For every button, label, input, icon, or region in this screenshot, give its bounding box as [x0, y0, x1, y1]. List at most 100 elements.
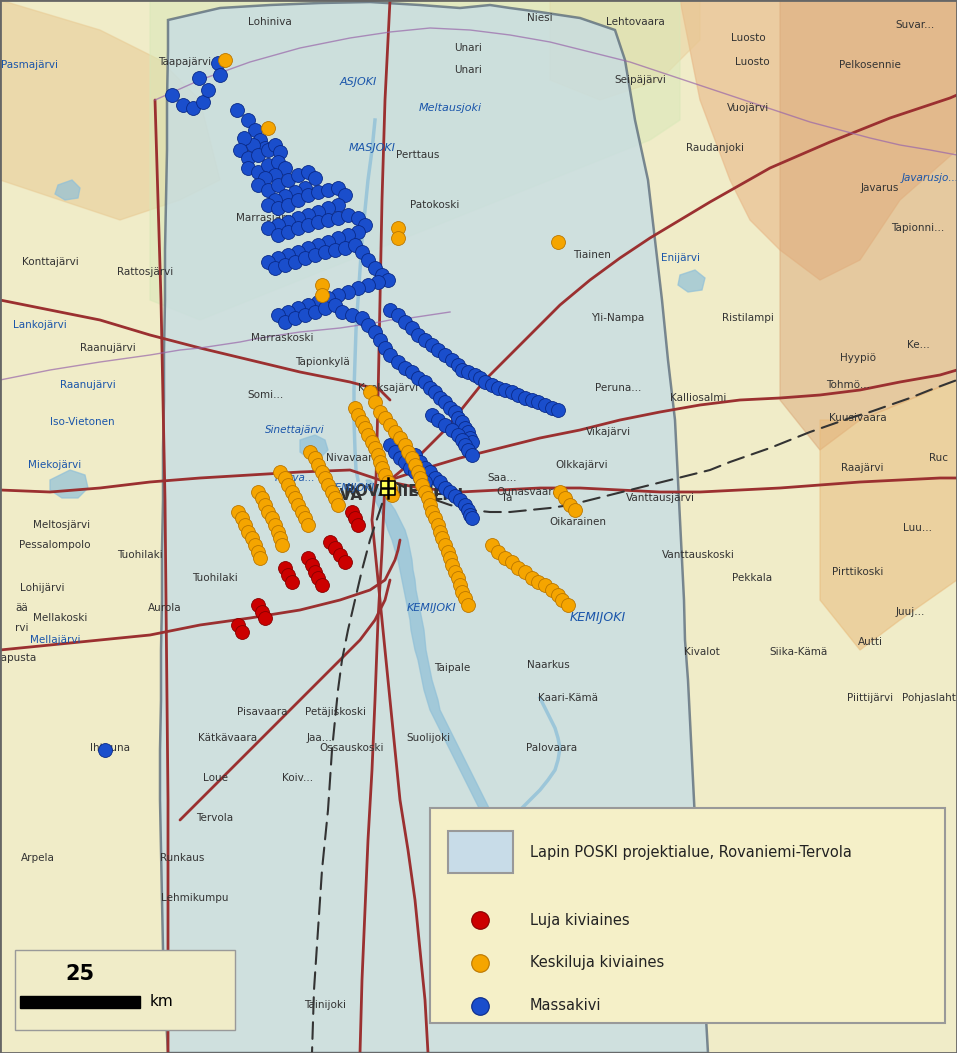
- Text: Konttajärvi: Konttajärvi: [22, 257, 78, 267]
- Point: [231, 503, 246, 520]
- Point: [408, 446, 423, 463]
- Text: Lehmikumpu: Lehmikumpu: [161, 893, 229, 903]
- Point: [524, 392, 540, 409]
- Point: [460, 423, 476, 440]
- Point: [270, 154, 285, 171]
- Text: Autti: Autti: [857, 637, 882, 647]
- Point: [457, 419, 473, 436]
- Point: [347, 510, 363, 526]
- Point: [498, 381, 513, 398]
- Text: Mellajärvi: Mellajärvi: [30, 635, 80, 645]
- Point: [411, 370, 426, 386]
- Point: [473, 955, 488, 972]
- Text: Raudanjoki: Raudanjoki: [686, 143, 744, 153]
- Point: [280, 246, 296, 263]
- Point: [390, 306, 406, 323]
- Point: [437, 479, 453, 496]
- Point: [287, 310, 302, 326]
- Point: [408, 457, 423, 474]
- Text: Vikajärvi: Vikajärvi: [586, 428, 631, 437]
- Point: [300, 550, 316, 567]
- Point: [444, 421, 459, 438]
- Polygon shape: [550, 0, 700, 100]
- Point: [300, 186, 316, 203]
- Text: Tapionni...: Tapionni...: [891, 223, 945, 233]
- Polygon shape: [680, 0, 957, 280]
- Point: [278, 257, 293, 274]
- Point: [287, 254, 302, 271]
- Point: [510, 559, 525, 576]
- Text: Kätkävaara: Kätkävaara: [198, 733, 257, 743]
- Point: [530, 394, 545, 411]
- Point: [314, 277, 329, 294]
- Text: Nivavaara: Nivavaara: [325, 453, 378, 463]
- Text: Tuohilaki: Tuohilaki: [192, 573, 238, 583]
- Point: [462, 506, 478, 523]
- Point: [405, 450, 420, 466]
- Point: [442, 399, 457, 416]
- Point: [318, 470, 333, 486]
- Point: [280, 303, 296, 320]
- Point: [195, 94, 211, 111]
- Point: [280, 172, 296, 188]
- Point: [307, 450, 323, 466]
- Point: [377, 339, 392, 356]
- Bar: [20, 996, 140, 1008]
- Point: [212, 66, 228, 83]
- Point: [273, 530, 288, 547]
- Text: Peruna...: Peruna...: [595, 383, 641, 393]
- Point: [290, 220, 305, 237]
- Point: [537, 397, 552, 414]
- Point: [484, 377, 500, 394]
- Point: [233, 141, 248, 158]
- Text: Tiainen: Tiainen: [573, 250, 611, 260]
- Point: [314, 577, 329, 594]
- Point: [354, 243, 369, 260]
- Point: [451, 426, 466, 443]
- Text: Perttaus: Perttaus: [396, 150, 439, 160]
- Point: [302, 443, 318, 460]
- Point: [350, 517, 366, 534]
- Polygon shape: [150, 0, 680, 320]
- Point: [231, 617, 246, 634]
- Point: [318, 243, 333, 260]
- Point: [240, 150, 256, 166]
- Point: [478, 374, 493, 391]
- Point: [98, 741, 113, 758]
- Text: Juuj...: Juuj...: [896, 607, 924, 617]
- Point: [417, 374, 433, 391]
- Point: [385, 486, 400, 503]
- Point: [251, 163, 266, 180]
- Text: Vuojärvi: Vuojärvi: [727, 103, 769, 113]
- Point: [397, 437, 412, 454]
- Polygon shape: [366, 480, 500, 830]
- Point: [367, 439, 383, 456]
- Point: [240, 112, 256, 128]
- Point: [437, 417, 453, 434]
- Text: Ounasvaara: Ounasvaara: [497, 486, 560, 497]
- Point: [457, 437, 473, 454]
- Point: [290, 166, 305, 183]
- Point: [428, 383, 443, 400]
- Point: [300, 206, 316, 223]
- Point: [338, 186, 353, 203]
- Point: [431, 412, 446, 429]
- Text: Miekojärvi: Miekojärvi: [29, 460, 81, 470]
- Point: [324, 483, 340, 500]
- Point: [370, 446, 386, 463]
- Point: [424, 337, 439, 354]
- Point: [377, 466, 392, 483]
- Text: la: la: [503, 493, 513, 503]
- Point: [310, 457, 325, 474]
- Text: Hyypiö: Hyypiö: [840, 353, 876, 363]
- Point: [290, 299, 305, 316]
- Point: [437, 346, 453, 363]
- Text: ää: ää: [15, 603, 29, 613]
- Point: [327, 539, 343, 556]
- Text: Luja kiviaines: Luja kiviaines: [530, 913, 630, 928]
- Bar: [448, 831, 513, 873]
- Point: [390, 354, 406, 371]
- Point: [400, 443, 415, 460]
- Point: [563, 497, 578, 514]
- Point: [255, 490, 270, 506]
